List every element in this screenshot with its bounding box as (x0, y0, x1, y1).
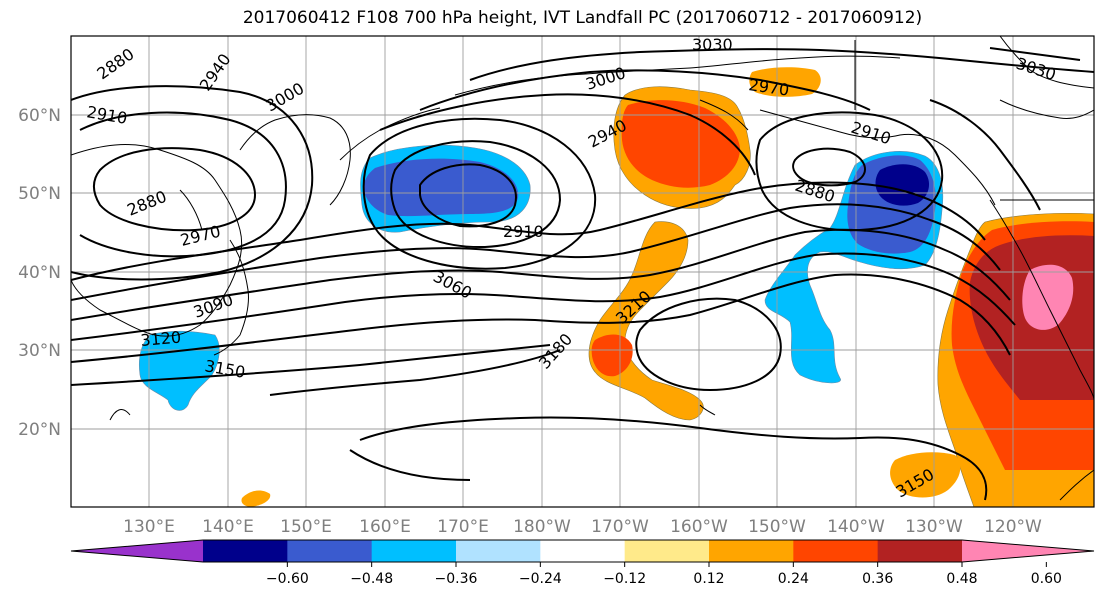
colorbar-tick-label: −0.60 (266, 571, 309, 587)
lat-label: 30°N (18, 341, 61, 361)
lon-label: 170°E (437, 517, 489, 537)
red-region-central-pacific-tongue (591, 334, 633, 377)
colorbar-swatch (877, 540, 963, 562)
lon-label: 140°E (202, 517, 254, 537)
colorbar-swatch (709, 540, 794, 562)
colorbar-tick-label: −0.24 (519, 571, 562, 587)
positive-ivt-regions (241, 67, 1094, 507)
map-frame (70, 35, 1095, 508)
blue-region-nw-pacific-core (363, 158, 519, 217)
colorbar-tick-label: 0.12 (693, 571, 724, 587)
lon-label: 150°W (748, 517, 806, 537)
lon-label: 180°W (513, 517, 571, 537)
contour-label: 3030 (692, 35, 733, 54)
lon-label: 130°E (123, 517, 175, 537)
navy-core-gulf-of-alaska (875, 164, 930, 206)
orange-region-east-pacific-south (890, 452, 961, 498)
colorbar-swatch (624, 540, 710, 562)
lon-label: 160°W (670, 517, 728, 537)
colorbar-tick-label: −0.48 (350, 571, 393, 587)
colorbar: −0.60 −0.48 −0.36 −0.24 −0.12 0.12 0.24 0.36 0.4… (70, 539, 1095, 587)
blue-region-south-of-japan (139, 330, 220, 411)
red-region-bering-sea (621, 100, 740, 188)
pink-region-california (1022, 264, 1074, 330)
contour-label: 2910 (503, 222, 544, 241)
lat-label: 60°N (18, 106, 61, 126)
colorbar-swatch (371, 540, 457, 562)
lat-label: 40°N (18, 263, 61, 283)
colorbar-tick-label: 0.60 (1031, 571, 1062, 587)
colorbar-tick-label: −0.36 (435, 571, 478, 587)
lon-label: 170°W (591, 517, 649, 537)
height-contours (71, 47, 1094, 501)
contour-label: 3120 (140, 328, 182, 350)
colorbar-extend-low (71, 540, 203, 562)
colorbar-tick-label: −0.12 (603, 571, 646, 587)
lon-label: 150°E (280, 517, 332, 537)
latitude-labels: 60°N 50°N 40°N 30°N 20°N (18, 106, 61, 440)
colorbar-tick-label: 0.24 (778, 571, 809, 587)
colorbar-swatch (203, 540, 288, 562)
lat-label: 50°N (18, 184, 61, 204)
lon-label: 120°W (984, 517, 1042, 537)
lon-label: 140°W (827, 517, 885, 537)
longitude-labels: 130°E 140°E 150°E 160°E 170°E 180°W 170°… (123, 517, 1042, 537)
colorbar-swatch (540, 540, 626, 562)
colorbar-extend-high (962, 540, 1094, 562)
map-title: 2017060412 F108 700 hPa height, IVT Land… (242, 8, 923, 28)
orange-region-west-pacific-south (241, 490, 271, 507)
colorbar-tick-label: 0.36 (862, 571, 893, 587)
lon-label: 130°W (905, 517, 963, 537)
lon-label: 160°E (359, 517, 411, 537)
colorbar-tick-label: 0.48 (946, 571, 977, 587)
colorbar-outline (70, 539, 1095, 563)
colorbar-swatch (456, 540, 541, 562)
lat-label: 20°N (18, 420, 61, 440)
colorbar-swatch (793, 540, 879, 562)
colorbar-swatch (287, 540, 373, 562)
map-panel: 2880 2940 3000 3030 3000 2970 3030 2910 … (71, 35, 1094, 507)
